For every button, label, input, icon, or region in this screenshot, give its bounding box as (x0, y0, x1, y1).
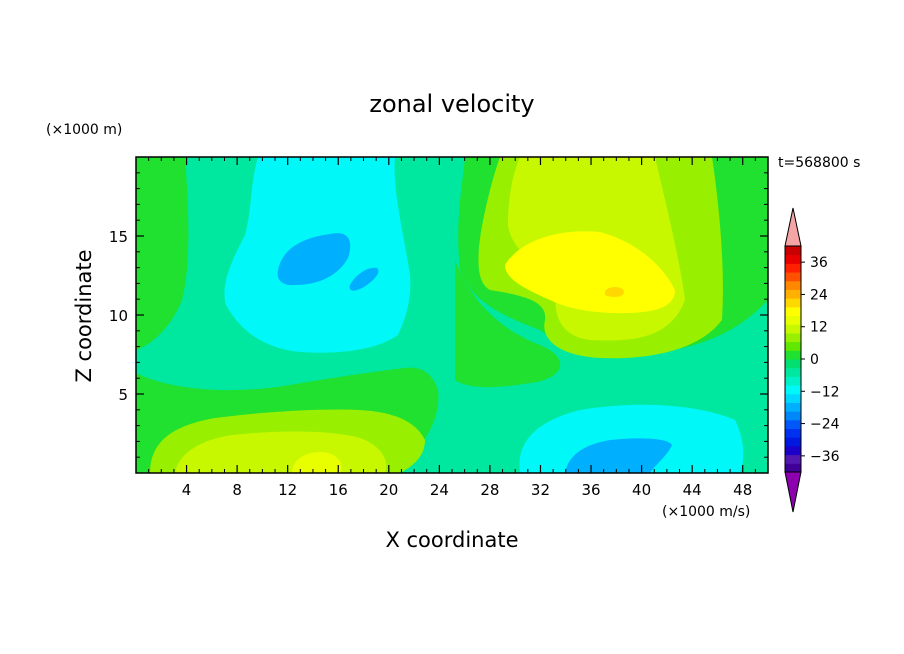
colorbar-band (785, 359, 801, 369)
colorbar-band (785, 280, 801, 290)
colorbar-band (785, 454, 801, 464)
region-green-left (136, 157, 189, 350)
region-yellow-core (505, 231, 675, 314)
colorbar-band (785, 402, 801, 412)
y-axis-title: Z coordinate (72, 249, 96, 382)
x-tick-label: 44 (683, 481, 702, 499)
region-blue-core (277, 233, 351, 286)
x-tick-label: 20 (379, 481, 398, 499)
colorbar-band (785, 437, 801, 447)
colorbar-band (785, 445, 801, 456)
region-blue-bottom-right (565, 438, 672, 473)
y-tick-label: 15 (109, 228, 128, 246)
region-blue-small (349, 267, 379, 291)
x-tick-label: 36 (581, 481, 600, 499)
colorbar-band (785, 315, 801, 325)
region-orange-spot (605, 286, 624, 297)
colorbar-band (785, 367, 801, 377)
x-axis-title: X coordinate (385, 528, 518, 552)
colorbar-tick-label: −36 (810, 449, 840, 465)
colorbar-band (785, 341, 801, 351)
colorbar-band (785, 289, 801, 299)
colorbar: 36 24 12 0 −12 −24 −36 (784, 207, 840, 513)
x-tick-label: 8 (232, 481, 242, 499)
colorbar-band (785, 263, 801, 273)
x-tick-label: 28 (480, 481, 499, 499)
colorbar-tick-label: −12 (810, 384, 840, 400)
colorbar-band (785, 428, 801, 438)
colorbar-under-triangle (784, 471, 802, 513)
colorbar-band (785, 332, 801, 343)
x-tick-label: 24 (430, 481, 449, 499)
colorbar-band (785, 246, 801, 256)
y-axis-ticks: 5 10 15 (109, 172, 768, 458)
x-unit-label: (×1000 m/s) (662, 504, 750, 520)
colorbar-tick-label: −24 (810, 417, 840, 433)
x-axis-ticks: 4 8 12 16 20 24 28 32 36 40 44 48 (148, 157, 756, 499)
colorbar-tick-label: 0 (810, 352, 819, 368)
x-tick-label: 4 (182, 481, 192, 499)
colorbar-band (785, 350, 801, 360)
colorbar-band (785, 385, 801, 395)
chart-title: zonal velocity (369, 90, 534, 118)
region-yellow-bottom (292, 452, 342, 473)
x-tick-label: 16 (329, 481, 348, 499)
colorbar-over-triangle (784, 207, 802, 247)
colorbar-band (785, 376, 801, 386)
x-tick-label: 40 (632, 481, 651, 499)
colorbar-band (785, 298, 801, 308)
x-tick-label: 48 (733, 481, 752, 499)
colorbar-band (785, 411, 801, 421)
colorbar-tick-label: 24 (810, 287, 828, 303)
colorbar-band (785, 306, 801, 317)
colorbar-band (785, 463, 801, 473)
colorbar-tick-label: 12 (810, 320, 828, 336)
y-tick-label: 5 (118, 386, 128, 404)
region-green-mid-right (455, 260, 561, 388)
x-tick-label: 12 (278, 481, 297, 499)
y-unit-label: (×1000 m) (46, 122, 122, 138)
colorbar-band (785, 254, 801, 264)
x-tick-label: 32 (531, 481, 550, 499)
time-label: t=568800 s (778, 155, 860, 171)
colorbar-band (785, 419, 801, 430)
colorbar-band (785, 393, 801, 403)
velocity-field (136, 157, 768, 473)
colorbar-tick-label: 36 (810, 255, 828, 271)
colorbar-band (785, 272, 801, 282)
y-tick-label: 10 (109, 307, 128, 325)
colorbar-band (785, 324, 801, 334)
